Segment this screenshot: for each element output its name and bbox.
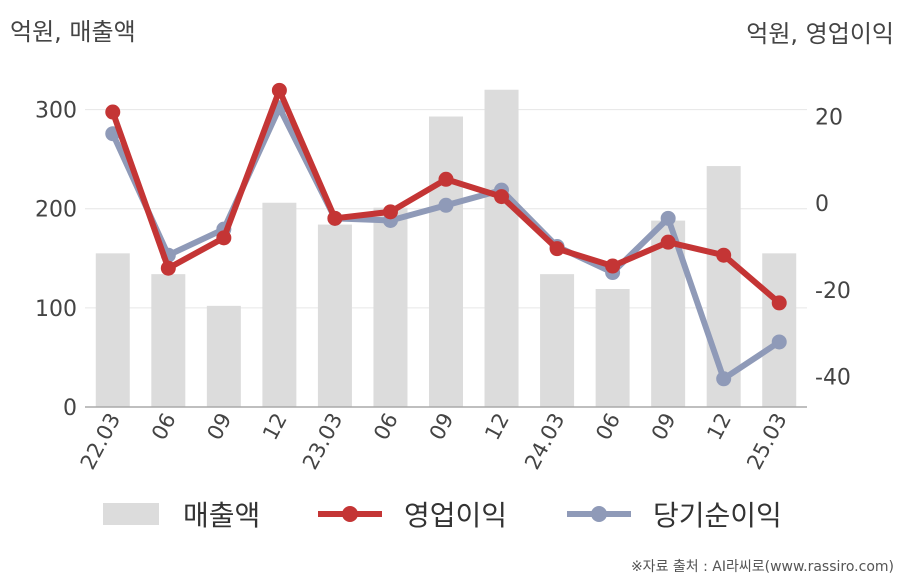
legend-label: 매출액	[183, 499, 260, 532]
operating-profit-point	[105, 104, 121, 120]
revenue-bar	[762, 253, 797, 407]
right-axis-tick-label: 0	[815, 192, 829, 217]
left-axis-tick-label: 100	[35, 297, 77, 322]
net-income-point	[716, 371, 732, 387]
revenue-bar	[317, 224, 352, 407]
x-axis-tick-label: 12	[258, 409, 292, 444]
left-axis-tick-label: 0	[63, 396, 77, 421]
legend-item: 당기순이익	[567, 499, 782, 532]
legend-swatch-marker	[342, 506, 358, 522]
revenue-bar	[206, 305, 241, 407]
legend-swatch-marker	[591, 506, 607, 522]
net-income-point	[771, 334, 787, 350]
operating-profit-point	[660, 234, 676, 250]
revenue-bar	[706, 166, 741, 407]
revenue-bar	[373, 207, 408, 407]
left-axis-tick-label: 300	[35, 99, 77, 124]
x-axis-tick-label: 09	[203, 409, 237, 444]
legend-label: 당기순이익	[653, 499, 782, 532]
x-axis-tick-label: 06	[369, 409, 403, 444]
x-axis-tick-label: 06	[147, 409, 181, 444]
operating-profit-point	[327, 210, 343, 226]
x-axis-tick-label: 09	[647, 409, 681, 444]
right-axis-tick-label: -40	[815, 366, 851, 391]
x-axis-tick-label: 06	[591, 409, 625, 444]
operating-profit-point	[271, 82, 287, 98]
operating-profit-point	[382, 204, 398, 220]
legend-item: 영업이익	[318, 499, 507, 532]
right-axis-tick-label: 20	[815, 105, 843, 130]
legend-item: 매출액	[103, 499, 260, 532]
revenue-bar	[429, 116, 463, 408]
x-axis-tick-label: 24.03	[520, 409, 569, 473]
x-axis-tick-label: 22.03	[76, 409, 125, 473]
net-income-point	[438, 197, 454, 213]
x-axis-tick-label: 25.03	[742, 409, 791, 473]
x-axis-tick-label: 12	[480, 409, 514, 444]
operating-profit-point	[605, 258, 621, 274]
operating-profit-point	[771, 295, 787, 311]
revenue-bar	[151, 274, 186, 407]
source-note: ※자료 출처 : AI라씨로(www.rassiro.com)	[630, 559, 894, 575]
operating-profit-point	[160, 260, 176, 276]
x-axis-tick-label: 12	[702, 409, 736, 444]
operating-profit-point	[438, 171, 454, 187]
revenue-bar	[95, 253, 130, 407]
legend-label: 영업이익	[404, 499, 507, 532]
x-axis-tick-label: 09	[425, 409, 459, 444]
left-axis-tick-label: 200	[35, 198, 77, 223]
operating-profit-point	[494, 189, 510, 205]
left-axis-unit-label: 억원, 매출액	[10, 18, 136, 46]
operating-profit-point	[216, 230, 232, 246]
right-axis-unit-label: 억원, 영업이익	[746, 20, 894, 48]
revenue-bar	[595, 289, 630, 407]
revenue-bar	[262, 202, 297, 407]
legend-swatch-bar	[103, 503, 159, 525]
operating-profit-point	[716, 247, 732, 263]
x-axis-tick-label: 23.03	[298, 409, 347, 473]
net-income-point	[660, 210, 676, 226]
revenue-bar	[484, 89, 519, 407]
right-axis-tick-label: -20	[815, 279, 851, 304]
revenue-bar	[540, 274, 575, 407]
operating-profit-point	[549, 241, 565, 257]
